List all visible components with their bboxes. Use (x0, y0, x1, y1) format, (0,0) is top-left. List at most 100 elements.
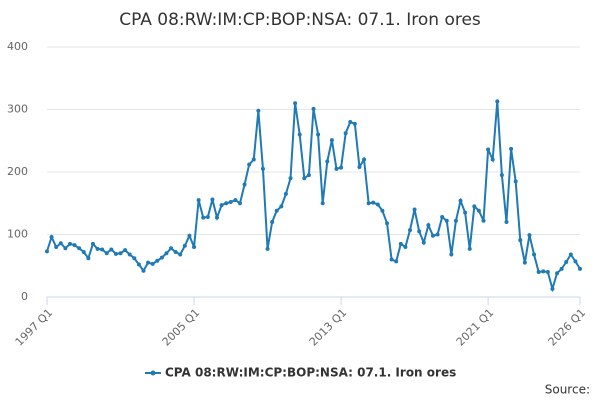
data-point (67, 241, 72, 246)
data-point (334, 166, 339, 171)
data-point (357, 165, 362, 169)
y-tick-label: 100 (7, 228, 28, 241)
y-tick-label: 300 (7, 103, 28, 116)
chart-title: CPA 08:RW:IM:CP:BOP:NSA: 07.1. Iron ores (119, 10, 481, 30)
data-point (476, 208, 481, 213)
data-point (536, 270, 541, 274)
y-tick-label: 0 (21, 290, 28, 303)
data-point (394, 259, 399, 264)
data-point (118, 251, 123, 256)
data-point (49, 235, 54, 239)
data-point (201, 215, 206, 220)
data-point (532, 252, 537, 257)
data-point (288, 176, 293, 181)
data-point (150, 261, 155, 266)
data-point (256, 108, 261, 113)
data-point (63, 246, 68, 251)
data-point (578, 266, 582, 271)
data-point (196, 198, 201, 203)
data-point (159, 255, 164, 260)
data-point (81, 250, 86, 254)
data-point (527, 233, 532, 238)
data-point (472, 204, 477, 209)
data-point (132, 256, 137, 261)
data-point (467, 246, 472, 251)
data-point (215, 215, 220, 220)
data-point (550, 286, 555, 291)
data-point (426, 223, 431, 228)
data-point (385, 221, 390, 226)
data-point (178, 252, 183, 257)
data-point (141, 268, 146, 273)
data-point (559, 266, 564, 271)
data-point (86, 256, 91, 261)
data-point (45, 249, 49, 254)
source-label: Source: (545, 383, 590, 397)
data-point (458, 198, 463, 203)
data-point (440, 215, 445, 219)
data-point (279, 204, 284, 209)
data-point (169, 246, 174, 251)
data-point (421, 240, 426, 245)
data-point (555, 271, 560, 276)
data-point (58, 241, 63, 246)
data-point (113, 251, 118, 256)
data-point (362, 157, 367, 162)
data-point (205, 215, 210, 219)
data-point (270, 220, 275, 224)
data-point (297, 132, 302, 137)
data-point (274, 208, 279, 213)
data-point (398, 241, 403, 246)
x-tick-label: 1997 Q1 (13, 306, 56, 349)
data-point (260, 166, 265, 171)
x-tick-label: 2013 Q1 (307, 306, 350, 349)
data-point (568, 252, 573, 257)
data-point (77, 246, 82, 251)
data-point (522, 260, 527, 265)
data-point (173, 250, 178, 254)
data-point (486, 147, 491, 152)
data-point (224, 201, 229, 206)
data-point (449, 252, 454, 257)
data-point (104, 251, 109, 256)
data-point (444, 218, 449, 223)
data-point (311, 106, 316, 111)
data-point (90, 241, 95, 246)
data-point (325, 159, 330, 164)
data-point (182, 243, 187, 248)
data-point (164, 251, 169, 256)
series-line (46, 101, 581, 293)
data-point (109, 247, 114, 252)
data-point (146, 260, 151, 265)
data-point (316, 132, 321, 137)
data-point (504, 220, 509, 224)
data-point (481, 218, 486, 223)
data-point (306, 173, 311, 178)
data-point (417, 229, 422, 234)
data-point (403, 245, 408, 249)
x-tick-label: 2021 Q1 (454, 306, 497, 349)
y-tick-label: 400 (7, 40, 28, 53)
data-point (187, 233, 192, 238)
data-point (430, 233, 435, 238)
data-point (247, 162, 252, 167)
data-point (573, 259, 578, 264)
data-point (495, 99, 500, 104)
y-tick-label: 200 (7, 165, 28, 178)
data-point (352, 121, 357, 126)
data-point (72, 243, 77, 248)
data-point (490, 157, 495, 162)
data-point (407, 228, 412, 233)
data-point (265, 246, 270, 251)
data-point (219, 203, 224, 208)
data-point (127, 252, 132, 257)
data-point (339, 165, 344, 170)
legend-label: CPA 08:RW:IM:CP:BOP:NSA: 07.1. Iron ores (165, 366, 456, 380)
data-point (251, 157, 256, 162)
data-point (564, 260, 569, 264)
data-point (228, 200, 233, 204)
data-point (54, 245, 59, 249)
data-point (366, 201, 371, 206)
data-point (136, 262, 141, 267)
